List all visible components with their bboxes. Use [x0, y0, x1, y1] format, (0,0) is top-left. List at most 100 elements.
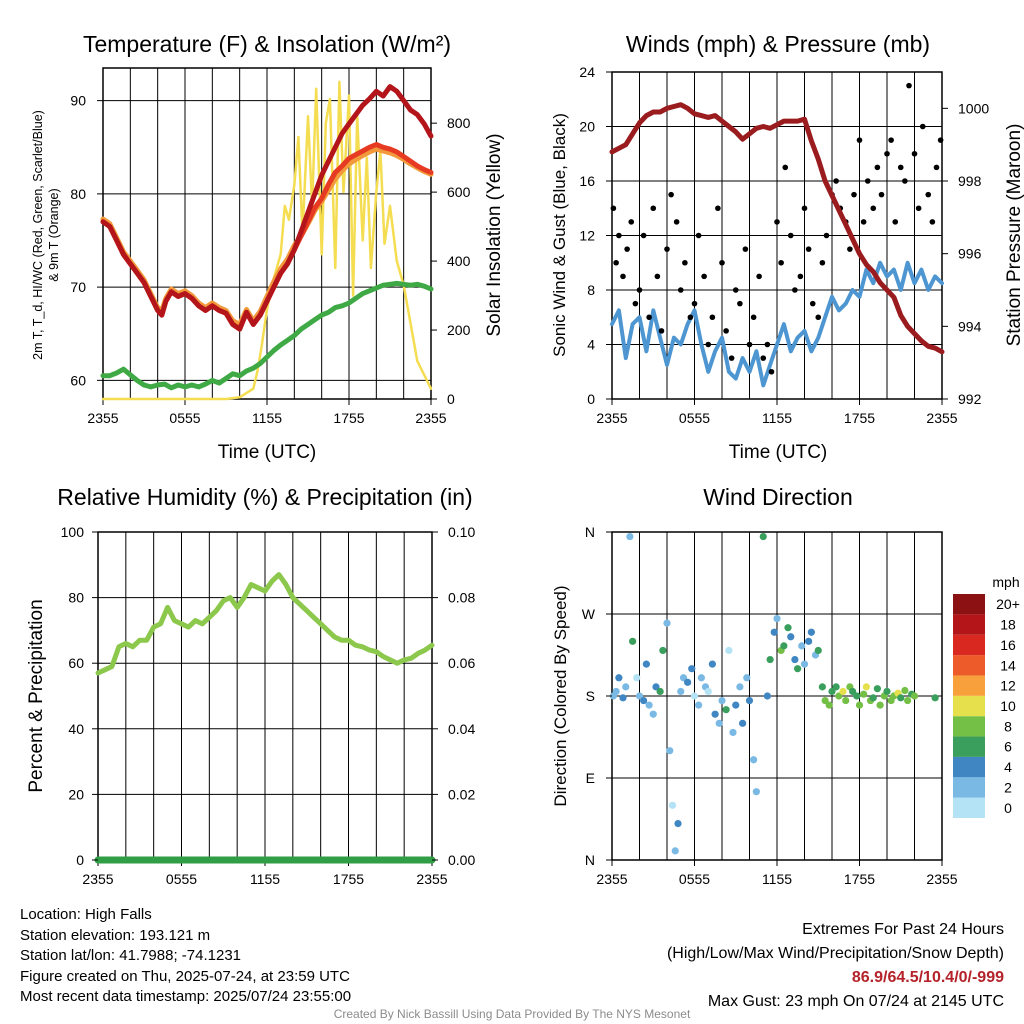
gust-point	[819, 259, 826, 266]
legend-label: 4	[1004, 759, 1012, 775]
gust-point	[787, 232, 794, 239]
direction-point	[652, 683, 660, 691]
direction-ytick-label: N	[585, 524, 595, 540]
wind-xlabel: Time (UTC)	[729, 442, 828, 463]
temp-xtick-label: 1755	[333, 410, 364, 426]
direction-point	[825, 701, 833, 709]
direction-point	[642, 660, 650, 668]
gust-point	[860, 219, 867, 225]
humidity-xtick-label: 0555	[166, 871, 197, 887]
gust-point	[915, 205, 922, 212]
gust-point	[613, 259, 619, 266]
direction-point	[704, 687, 712, 696]
gust-point	[760, 355, 767, 361]
direction-point	[791, 655, 799, 664]
pressure-line	[609, 102, 945, 355]
direction-point	[805, 637, 813, 645]
direction-xtick-label: 2355	[926, 871, 957, 887]
gust-point	[851, 191, 857, 198]
direction-point	[615, 674, 623, 682]
gust-point	[805, 246, 812, 252]
temp-ytick-label: 70	[70, 279, 86, 295]
temp-ylabel-line2: & 9m T (Orange)	[47, 188, 61, 281]
gust-point	[620, 273, 626, 280]
wind-ylabel: Sonic Wind & Gust (Blue, Black)	[550, 113, 569, 357]
wind-ytick-label: 8	[587, 282, 595, 298]
legend-label: 20+	[996, 596, 1020, 612]
direction-point	[732, 701, 740, 709]
gust-point	[728, 355, 735, 361]
direction-ytick-label: W	[582, 606, 596, 622]
gust-point	[668, 191, 674, 198]
direction-point	[659, 646, 667, 655]
gust-point	[737, 300, 743, 307]
legend-swatch	[953, 797, 985, 818]
direction-point	[671, 847, 679, 855]
direction-point	[766, 655, 774, 664]
humidity-ytick-label: 100	[61, 524, 85, 540]
direction-point	[729, 728, 737, 737]
gust-point	[815, 314, 822, 321]
insolation-ytick-label: 600	[447, 184, 471, 200]
direction-point	[800, 660, 809, 668]
insolation-ytick-label: 200	[447, 322, 471, 338]
gust-point	[919, 123, 926, 130]
precip-ytick-label: 0.10	[448, 524, 475, 540]
legend-label: 10	[1000, 698, 1016, 714]
direction-point	[629, 637, 637, 645]
elevation-text: Station elevation: 193.121 m	[20, 926, 211, 944]
direction-point	[743, 674, 751, 682]
legend-label: 6	[1004, 739, 1012, 755]
legend-label: 18	[1000, 617, 1016, 633]
wind-xtick-label: 2355	[596, 410, 627, 426]
wind-ytick-label: 20	[579, 119, 595, 135]
direction-point	[910, 692, 919, 700]
gust-point	[719, 259, 725, 266]
extremes-subtitle: (High/Low/Max Wind/Precipitation/Snow De…	[666, 945, 1004, 962]
direction-point	[708, 660, 716, 668]
gust-point	[809, 300, 816, 307]
direction-point	[860, 690, 868, 698]
direction-point	[656, 687, 664, 696]
location-text: Location: High Falls	[20, 906, 152, 923]
gust-point	[750, 314, 757, 321]
wind-ytick-label: 0	[587, 391, 595, 407]
legend-swatch	[953, 594, 985, 615]
sonic-wind-line	[610, 260, 944, 388]
direction-point	[668, 801, 677, 809]
extremes-title: Extremes For Past 24 Hours	[802, 921, 1004, 938]
direction-point	[715, 719, 723, 727]
wind-ytick-label: 16	[579, 173, 595, 189]
temp-chart-title: Temperature (F) & Insolation (W/m²)	[83, 31, 451, 57]
legend-label: 0	[1004, 800, 1012, 816]
direction-point	[897, 694, 905, 702]
wind-ytick-label: 24	[579, 64, 595, 80]
latlon-text: Station lat/lon: 41.7988; -74.1231	[20, 947, 242, 964]
direction-point	[807, 628, 815, 636]
gust-point	[929, 219, 936, 225]
humidity-xtick-label: 1155	[250, 871, 280, 887]
direction-point	[883, 687, 891, 696]
direction-point	[645, 701, 653, 709]
direction-ylabel: Direction (Colored By Speed)	[551, 585, 570, 806]
gust-point	[774, 219, 780, 225]
humidity-xtick-label: 1755	[333, 871, 364, 887]
gust-point	[756, 273, 762, 280]
gust-point	[658, 328, 665, 334]
direction-point	[862, 683, 870, 691]
gust-point	[906, 82, 912, 89]
gust-point	[677, 287, 684, 293]
direction-xtick-label: 1755	[844, 871, 875, 887]
legend-label: 2	[1004, 779, 1012, 795]
legend-label: 12	[1000, 678, 1016, 694]
insolation-ytick-label: 400	[447, 253, 471, 269]
direction-point	[876, 701, 884, 709]
humidity-xtick-label: 2355	[416, 871, 447, 887]
wind-ytick-label: 4	[587, 337, 595, 353]
direction-point	[750, 756, 758, 764]
direction-point	[931, 694, 939, 702]
humidity-ytick-label: 20	[68, 786, 84, 802]
direction-point	[835, 692, 843, 700]
credit-text: Created By Nick Bassill Using Data Provi…	[333, 1007, 691, 1021]
